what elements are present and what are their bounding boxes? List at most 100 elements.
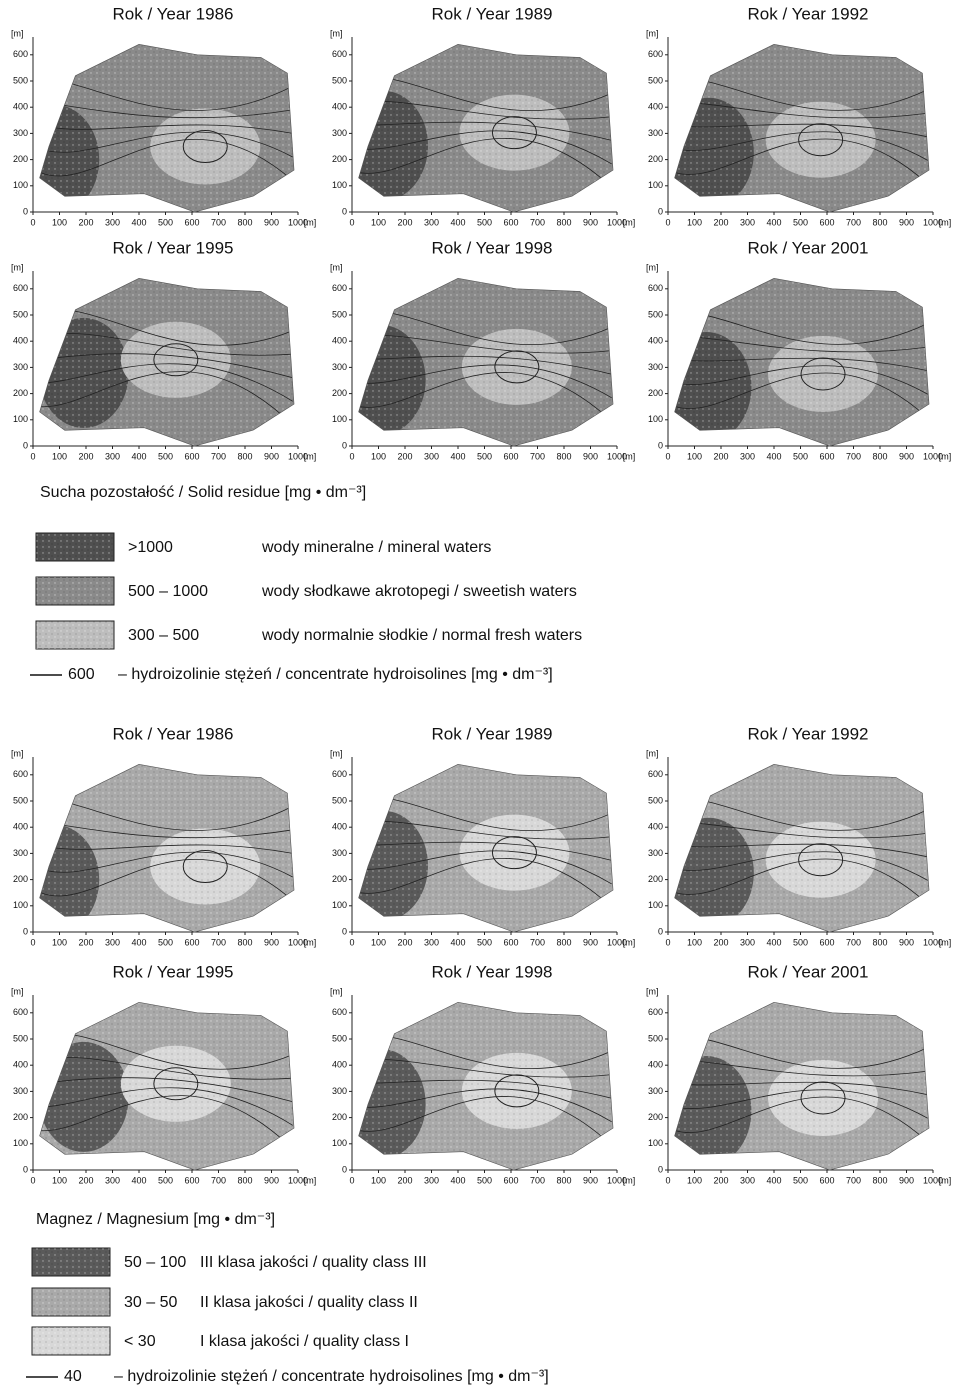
x-tick-label: 500 (477, 451, 492, 461)
x-tick-label: 200 (78, 451, 93, 461)
x-tick-label: 800 (237, 217, 252, 227)
y-unit: [m] (646, 262, 659, 272)
x-tick-label: 600 (184, 451, 199, 461)
y-tick-label: 400 (332, 336, 347, 346)
y-tick-label: 600 (13, 769, 28, 779)
x-unit: [m] (623, 451, 636, 461)
x-tick-label: 900 (583, 1175, 598, 1185)
x-tick-label: 600 (503, 217, 518, 227)
x-tick-label: 800 (872, 451, 887, 461)
x-tick-label: 300 (105, 937, 120, 947)
map-title: Rok / Year 2001 (748, 238, 869, 257)
y-tick-label: 300 (13, 362, 28, 372)
x-tick-label: 300 (105, 1175, 120, 1185)
map-panel: Rok / Year 1995[m]0100200300400500600010… (11, 238, 316, 461)
map-title: Rok / Year 1998 (432, 962, 553, 981)
x-tick-label: 100 (52, 937, 67, 947)
x-tick-label: 800 (237, 937, 252, 947)
map-panel: Rok / Year 1986[m]0100200300400500600010… (9, 724, 316, 947)
y-tick-label: 300 (648, 128, 663, 138)
legend-label: wody słodkawe akrotopegi / sweetish wate… (261, 583, 577, 600)
y-unit: [m] (646, 986, 659, 996)
x-tick-label: 700 (846, 1175, 861, 1185)
y-tick-label: 0 (23, 1164, 28, 1174)
x-tick-label: 700 (530, 1175, 545, 1185)
x-tick-label: 500 (477, 1175, 492, 1185)
y-unit: [m] (330, 748, 343, 758)
x-tick-label: 800 (556, 937, 571, 947)
legend-swatch-speckle (32, 1327, 110, 1355)
y-tick-label: 400 (648, 1060, 663, 1070)
x-tick-label: 500 (158, 1175, 173, 1185)
map-panel: Rok / Year 1998[m]0100200300400500600010… (330, 962, 635, 1185)
x-tick-label: 700 (530, 217, 545, 227)
x-tick-label: 100 (687, 937, 702, 947)
y-tick-label: 600 (648, 49, 663, 59)
y-tick-label: 0 (342, 206, 347, 216)
map-panel: Rok / Year 2001[m]0100200300400500600010… (646, 962, 951, 1185)
legend-swatch-speckle (32, 1248, 110, 1276)
x-tick-label: 200 (78, 937, 93, 947)
y-tick-label: 0 (342, 440, 347, 450)
legend-swatch-speckle (36, 621, 114, 649)
map-fill (336, 995, 622, 1170)
x-tick-label: 500 (158, 217, 173, 227)
legend-range: < 30 (124, 1333, 156, 1350)
y-tick-label: 0 (23, 926, 28, 936)
x-tick-label: 200 (397, 217, 412, 227)
figure: Rok / Year 1986 [m] 0 100 200 300 400 500 600 0 10… (0, 0, 974, 1388)
x-tick-label: 400 (131, 451, 146, 461)
x-unit: [m] (304, 1175, 317, 1185)
x-tick-label: 500 (477, 937, 492, 947)
x-tick-label: 200 (713, 937, 728, 947)
y-tick-label: 500 (13, 75, 28, 85)
legend-label: wody normalnie słodkie / normal fresh wa… (261, 627, 582, 644)
map-fill (661, 271, 938, 446)
map-title: Rok / Year 1986 (113, 724, 234, 743)
y-tick-label: 200 (13, 154, 28, 164)
x-unit: [m] (623, 937, 636, 947)
x-tick-label: 900 (583, 937, 598, 947)
y-tick-label: 500 (648, 1033, 663, 1043)
y-tick-label: 500 (13, 1033, 28, 1043)
x-tick-label: 100 (687, 1175, 702, 1185)
y-tick-label: 600 (13, 49, 28, 59)
x-tick-label: 100 (371, 217, 386, 227)
y-tick-label: 300 (332, 128, 347, 138)
y-tick-label: 0 (658, 206, 663, 216)
x-tick-label: 0 (349, 937, 354, 947)
map-title: Rok / Year 1989 (432, 724, 553, 743)
y-tick-label: 600 (648, 1007, 663, 1017)
y-unit: [m] (11, 748, 24, 758)
legend-iso-value: 600 (68, 666, 95, 683)
y-tick-label: 300 (332, 1086, 347, 1096)
y-tick-label: 0 (658, 926, 663, 936)
map-fill (664, 757, 938, 932)
x-tick-label: 400 (450, 451, 465, 461)
legend-range: 300 – 500 (128, 627, 199, 644)
map-panel: Rok / Year 1986[m]0100200300400500600010… (9, 4, 316, 227)
y-tick-label: 0 (342, 1164, 347, 1174)
y-tick-label: 600 (332, 769, 347, 779)
x-tick-label: 900 (899, 937, 914, 947)
x-tick-label: 200 (397, 937, 412, 947)
y-unit: [m] (330, 28, 343, 38)
x-tick-label: 700 (846, 937, 861, 947)
x-tick-label: 700 (211, 217, 226, 227)
x-unit: [m] (939, 451, 952, 461)
y-tick-label: 100 (648, 414, 663, 424)
y-tick-label: 200 (332, 154, 347, 164)
x-tick-label: 800 (872, 1175, 887, 1185)
y-tick-label: 100 (332, 180, 347, 190)
x-tick-label: 900 (899, 451, 914, 461)
x-tick-label: 400 (450, 1175, 465, 1185)
legend-label: II klasa jakości / quality class II (200, 1294, 418, 1311)
y-tick-label: 200 (332, 1112, 347, 1122)
y-tick-label: 400 (13, 102, 28, 112)
x-tick-label: 600 (503, 1175, 518, 1185)
x-tick-label: 600 (503, 451, 518, 461)
legend-swatch-speckle (36, 577, 114, 605)
map-fill (661, 995, 938, 1170)
y-tick-label: 500 (648, 795, 663, 805)
x-tick-label: 900 (899, 217, 914, 227)
